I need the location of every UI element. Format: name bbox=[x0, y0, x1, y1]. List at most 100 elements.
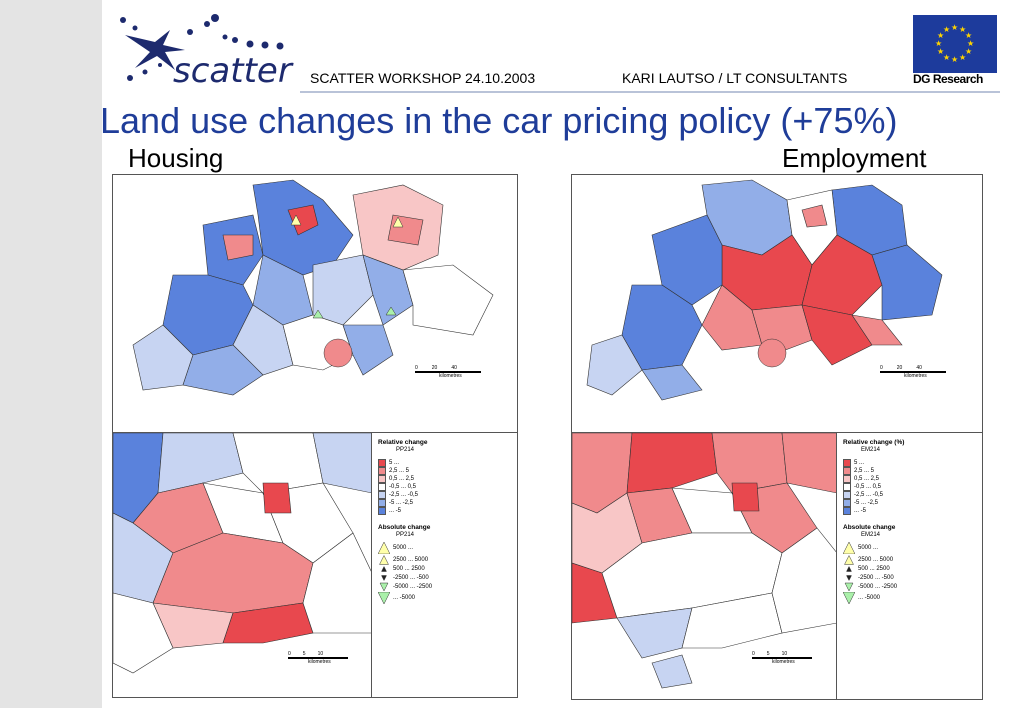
employment-legend: Relative change (%) EM214 5 ... 2,5 ... 5… bbox=[836, 432, 983, 700]
legend-swatch bbox=[843, 466, 851, 475]
triangle-up-icon bbox=[844, 554, 854, 565]
legend-item-label: 0,5 ... 2,5 bbox=[389, 475, 415, 482]
legend-relative-item: 0,5 ... 2,5 bbox=[378, 474, 517, 483]
workshop-label: SCATTER WORKSHOP 24.10.2003 bbox=[310, 70, 536, 86]
legend-item-label: 2,5 ... 5 bbox=[389, 467, 410, 474]
triangle-up-icon bbox=[846, 565, 852, 572]
legend-relative-item: -0,5 ... 0,5 bbox=[843, 482, 982, 491]
svg-text:★: ★ bbox=[943, 53, 950, 62]
legend-absolute-item: 5000 ... bbox=[843, 542, 982, 554]
housing-legend-code: PP214 bbox=[396, 447, 415, 453]
svg-text:★: ★ bbox=[959, 25, 966, 34]
legend-relative-item: 5 ... bbox=[843, 458, 982, 467]
legend-item-label: 2,5 ... 5 bbox=[854, 467, 875, 474]
svg-text:★: ★ bbox=[967, 39, 974, 48]
legend-swatch bbox=[378, 466, 386, 475]
legend-swatch bbox=[378, 482, 386, 491]
housing-legend: Relative change PP214 5 ... 2,5 ... 5 0,5 … bbox=[371, 432, 518, 698]
legend-item-label: -0,5 ... 0,5 bbox=[389, 483, 417, 490]
legend-item-label: ... -5 bbox=[854, 507, 867, 514]
legend-relative-item: 2,5 ... 5 bbox=[378, 466, 517, 475]
employment-inset-scale: 0 5 10 kilometres bbox=[752, 651, 812, 665]
legend-item-label: -5000 ... -2500 bbox=[858, 584, 898, 590]
left-sidebar-strip bbox=[0, 0, 102, 708]
triangle-down-icon bbox=[846, 575, 852, 582]
triangle-down-icon bbox=[381, 575, 387, 582]
employment-main-scale: 0 20 40 kilometres bbox=[880, 365, 946, 379]
triangle-down-icon bbox=[379, 582, 389, 592]
legend-item-label: 2500 ... 5000 bbox=[858, 556, 894, 563]
triangle-down-icon bbox=[843, 592, 855, 604]
employment-absolute-title: Absolute change bbox=[843, 524, 896, 531]
svg-text:★: ★ bbox=[937, 47, 944, 56]
svg-text:★: ★ bbox=[951, 55, 958, 64]
legend-swatch bbox=[843, 482, 851, 491]
legend-swatch bbox=[843, 498, 851, 507]
triangle-up-icon bbox=[843, 542, 855, 554]
svg-text:★: ★ bbox=[951, 23, 958, 32]
legend-item-label: -5000 ... -2500 bbox=[393, 584, 433, 590]
legend-item-label: 5000 ... bbox=[858, 545, 879, 551]
housing-absolute-code: PP214 bbox=[396, 532, 415, 538]
legend-item-label: 0,5 ... 2,5 bbox=[854, 475, 880, 482]
triangle-down-icon bbox=[378, 592, 390, 604]
legend-absolute-item: -2500 ... -500 bbox=[843, 574, 982, 582]
eu-flag: ★ ★ ★ ★ ★ ★ ★ ★ ★ ★ ★ ★ bbox=[913, 15, 997, 73]
legend-item-label: 5 ... bbox=[389, 459, 400, 466]
employment-legend-code: EM214 bbox=[861, 447, 881, 453]
legend-item-label: -2500 ... -500 bbox=[858, 575, 894, 581]
legend-absolute-item: 500 ... 2500 bbox=[378, 565, 517, 573]
legend-absolute-item: -5000 ... -2500 bbox=[378, 582, 517, 592]
legend-relative-item: -2,5 ... -0,5 bbox=[378, 490, 517, 499]
legend-relative-item: -2,5 ... -0,5 bbox=[843, 490, 982, 499]
housing-heading: Housing bbox=[128, 143, 224, 173]
legend-swatch bbox=[843, 490, 851, 499]
svg-text:★: ★ bbox=[965, 47, 972, 56]
housing-main-scale: 0 20 40 kilometres bbox=[415, 365, 481, 379]
legend-swatch bbox=[843, 458, 851, 467]
legend-relative-item: -5 ... -2,5 bbox=[843, 498, 982, 507]
dg-research-label: DG Research bbox=[913, 72, 983, 86]
legend-absolute-item: ... -5000 bbox=[843, 592, 982, 604]
legend-relative-item: 5 ... bbox=[378, 458, 517, 467]
legend-swatch bbox=[378, 458, 386, 467]
legend-absolute-item: -5000 ... -2500 bbox=[843, 582, 982, 592]
legend-absolute-item: 2500 ... 5000 bbox=[843, 554, 982, 565]
legend-item-label: 500 ... 2500 bbox=[858, 566, 890, 572]
employment-regional-map: 0 20 40 kilometres bbox=[571, 174, 983, 434]
triangle-up-icon bbox=[378, 542, 390, 554]
triangle-up-icon bbox=[379, 554, 389, 565]
legend-item-label: 2500 ... 5000 bbox=[393, 556, 429, 563]
legend-item-label: -2500 ... -500 bbox=[393, 575, 429, 581]
legend-item-label: -5 ... -2,5 bbox=[389, 499, 414, 506]
legend-absolute-item: ... -5000 bbox=[378, 592, 517, 604]
triangle-down-icon bbox=[844, 582, 854, 592]
legend-item-label: ... -5000 bbox=[858, 595, 881, 601]
legend-absolute-item: -2500 ... -500 bbox=[378, 574, 517, 582]
legend-item-label: -0,5 ... 0,5 bbox=[854, 483, 882, 490]
legend-item-label: 5000 ... bbox=[393, 545, 414, 551]
employment-inset-map: 0 5 10 kilometres bbox=[571, 432, 838, 700]
svg-text:★: ★ bbox=[937, 31, 944, 40]
header-rule bbox=[300, 91, 1000, 93]
triangle-up-icon bbox=[381, 565, 387, 572]
legend-absolute-item: 2500 ... 5000 bbox=[378, 554, 517, 565]
legend-swatch bbox=[378, 490, 386, 499]
employment-legend-title: Relative change (%) bbox=[843, 439, 905, 446]
legend-item-label: -5 ... -2,5 bbox=[854, 499, 879, 506]
legend-relative-item: -5 ... -2,5 bbox=[378, 498, 517, 507]
housing-regional-map: 0 20 40 kilometres bbox=[112, 174, 518, 434]
housing-legend-title: Relative change bbox=[378, 439, 428, 446]
legend-absolute-item: 5000 ... bbox=[378, 542, 517, 554]
housing-inset-scale: 0 5 10 kilometres bbox=[288, 651, 348, 665]
legend-relative-item: ... -5 bbox=[843, 506, 982, 515]
legend-item-label: 500 ... 2500 bbox=[393, 566, 425, 572]
legend-swatch bbox=[378, 506, 386, 515]
svg-text:★: ★ bbox=[959, 53, 966, 62]
svg-text:★: ★ bbox=[935, 39, 942, 48]
legend-relative-item: 0,5 ... 2,5 bbox=[843, 474, 982, 483]
logo-wordmark: scatter bbox=[173, 51, 294, 90]
legend-swatch bbox=[378, 474, 386, 483]
svg-text:★: ★ bbox=[943, 25, 950, 34]
legend-item-label: ... -5 bbox=[389, 507, 402, 514]
